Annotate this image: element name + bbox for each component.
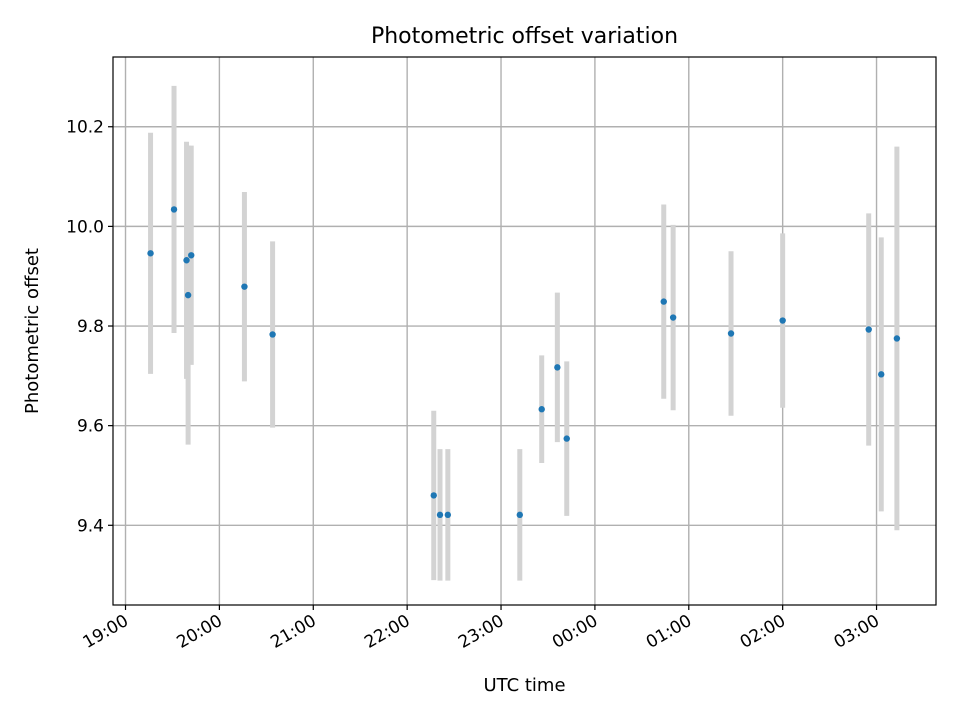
x-axis-label: UTC time — [483, 675, 565, 696]
x-tick-label: 20:00 — [173, 611, 225, 653]
x-tick-label: 19:00 — [80, 611, 132, 653]
grid-lines — [113, 57, 936, 605]
data-point — [893, 335, 901, 342]
y-axis-label: Photometric offset — [22, 248, 43, 414]
data-point — [878, 371, 885, 378]
data-point — [147, 250, 154, 257]
x-tick-label: 03:00 — [831, 611, 883, 653]
data-point — [183, 257, 190, 264]
y-tick-label: 9.6 — [77, 417, 104, 437]
y-tick-label: 10.0 — [66, 217, 104, 237]
x-tick-label: 23:00 — [455, 611, 507, 653]
data-point — [188, 252, 195, 259]
x-tick-label: 00:00 — [549, 611, 601, 653]
data-point — [436, 511, 444, 519]
data-point — [727, 330, 735, 337]
data-point — [669, 314, 677, 321]
x-tick-label: 01:00 — [643, 611, 695, 653]
data-point — [241, 283, 248, 290]
data-point — [444, 511, 452, 519]
plot-frame — [112, 56, 937, 606]
data-point — [865, 326, 872, 333]
data-point — [660, 298, 667, 305]
data-point — [430, 492, 437, 499]
data-point — [538, 406, 545, 413]
x-tick-label: 21:00 — [267, 611, 319, 653]
data-point — [170, 206, 178, 213]
x-tick-label: 02:00 — [737, 611, 789, 653]
data-point — [516, 511, 524, 519]
y-tick-label: 9.4 — [77, 516, 104, 536]
data-series — [147, 85, 901, 581]
y-tick-label: 9.8 — [77, 317, 104, 337]
data-point — [563, 435, 570, 442]
data-point — [554, 364, 561, 371]
x-tick-label: 22:00 — [361, 611, 413, 653]
data-point — [269, 331, 276, 338]
chart-title: Photometric offset variation — [371, 24, 678, 49]
y-tick-label: 10.2 — [66, 118, 104, 138]
data-point — [779, 317, 786, 324]
data-point — [184, 291, 192, 299]
